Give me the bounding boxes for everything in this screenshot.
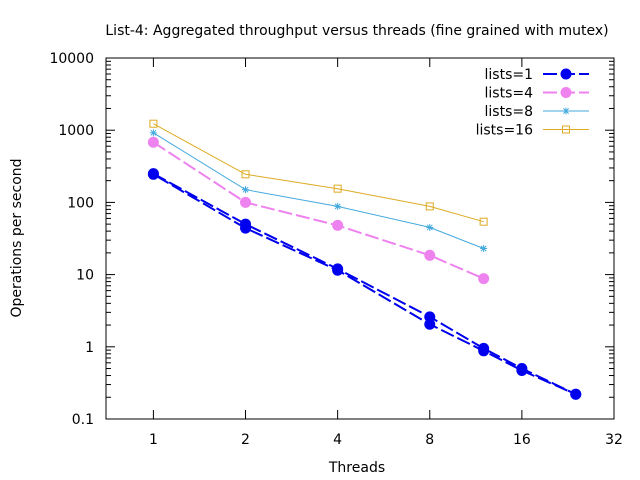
series-line [152,172,577,396]
data-point [332,219,344,231]
y-tick-label: 10 [76,268,94,284]
series-lists-4 [147,136,490,285]
x-tick-label: 16 [513,432,531,448]
x-axis-label: Threads [328,460,385,476]
x-tick-label: 1 [149,432,158,448]
data-point [424,249,436,261]
data-point [240,196,252,208]
data-point [480,244,488,252]
series-lists-8 [149,129,488,252]
y-tick-label: 1000 [58,123,94,139]
y-tick-label: 0.1 [72,412,94,428]
legend-label: lists=1 [485,67,534,83]
legend-label: lists=8 [485,104,534,120]
data-point [147,136,159,148]
data-point [424,318,436,330]
x-axis: 1 2 4 8 16 32 [149,58,623,448]
x-tick-label: 8 [425,432,434,448]
series-line [153,132,484,249]
x-tick-label: 4 [333,432,342,448]
series-layer [147,119,582,400]
data-point [241,170,250,179]
x-tick-label: 32 [605,432,623,448]
data-point [147,168,159,180]
data-point [426,223,434,231]
data-point [149,119,158,128]
y-axis: 0.1 1 10 100 1000 10000 [49,51,614,428]
chart-title: List-4: Aggregated throughput versus thr… [105,23,608,39]
series-lists-16 [149,119,488,226]
data-point [240,222,252,234]
data-point [332,264,344,276]
y-tick-label: 1 [85,340,94,356]
data-point [242,186,250,194]
series-line [153,123,484,223]
data-point [478,345,490,357]
data-point [560,87,572,98]
plot-frame [105,57,615,420]
data-point [334,202,342,210]
legend: lists=1 lists=4 lists=8 lists=16 [476,67,589,139]
data-point [478,273,490,285]
series-lists-1 [147,168,582,400]
data-point [560,68,572,80]
x-tick-label: 2 [241,432,250,448]
y-axis-label: Operations per second [9,158,25,317]
data-point [570,388,582,400]
data-point [149,129,157,137]
data-point [425,202,434,211]
data-point [516,364,528,376]
legend-label: lists=16 [476,123,533,139]
data-point [333,184,342,193]
data-point [479,217,488,226]
legend-label: lists=4 [485,86,534,102]
y-tick-label: 100 [67,195,94,211]
data-point [562,107,570,115]
data-point [562,125,570,134]
y-tick-label: 10000 [49,51,94,67]
